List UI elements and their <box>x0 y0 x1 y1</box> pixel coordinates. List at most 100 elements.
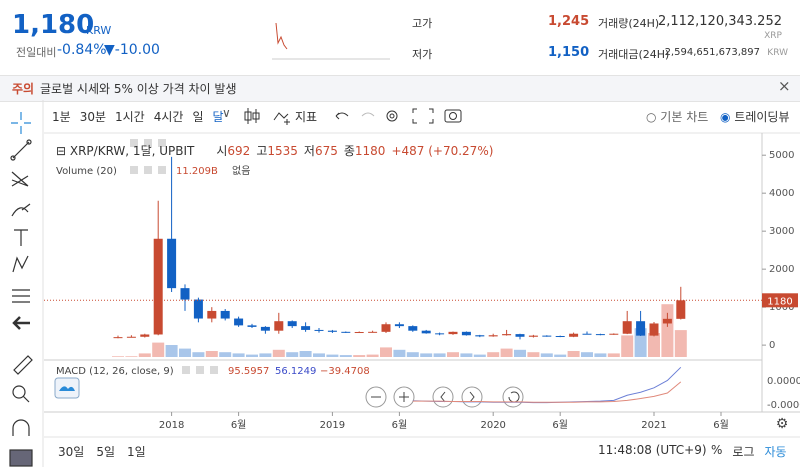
x-tick-label: 6월 <box>552 419 568 431</box>
volume-bar <box>393 349 406 357</box>
candle-body <box>113 337 123 339</box>
volume-bar <box>286 352 299 357</box>
range-button[interactable]: 5일 <box>96 445 115 459</box>
ohlc-value: 692 <box>227 144 250 158</box>
interval-button[interactable]: 1시간 <box>115 110 145 124</box>
candle-body <box>180 288 190 300</box>
interval-button[interactable]: 1분 <box>52 110 71 124</box>
scale-button[interactable]: % <box>711 443 723 457</box>
interval-button[interactable]: 일 <box>192 110 204 124</box>
candle-body <box>622 321 632 334</box>
range-button[interactable]: 1일 <box>127 445 146 459</box>
interval-group: 1분 30분 1시간 4시간 일 달 <box>52 108 224 125</box>
candle-body <box>502 334 512 336</box>
y-tick-label: 1000 <box>769 302 794 313</box>
price: 1,180 <box>12 10 95 40</box>
candle-body <box>528 335 538 337</box>
signal-line <box>412 381 682 403</box>
candle-body <box>207 310 217 319</box>
drawing-tools <box>9 100 44 467</box>
macd-title: MACD (12, 26, close, 9) <box>56 366 174 377</box>
y-tick-label: 3000 <box>769 226 794 237</box>
amount: 2,594,651,673,897 <box>664 47 760 58</box>
candle-body <box>649 323 659 336</box>
interval-dropdown[interactable]: ∨ <box>222 106 231 120</box>
volume-bar <box>380 347 392 357</box>
toolbar-icons <box>244 108 462 125</box>
y-tick-label: 4000 <box>769 188 794 199</box>
currency: KRW <box>86 24 112 37</box>
indicator-button[interactable]: 지표 <box>295 110 318 124</box>
ohlc-label: 종 <box>344 144 355 158</box>
volume-bar <box>192 352 205 357</box>
candle-body <box>287 321 297 327</box>
candle-body <box>448 331 458 335</box>
volume-bar <box>621 335 634 357</box>
volume-bar <box>165 345 178 357</box>
range-group: 30일 5일 1일 <box>58 443 146 460</box>
candle-body <box>475 335 485 337</box>
scale-button[interactable]: 자동 <box>764 445 787 459</box>
volume-bar <box>406 352 419 357</box>
macd-hist-value: −39.4708 <box>320 366 370 377</box>
candle-body <box>515 334 525 337</box>
view-trading-label: 트레이딩뷰 <box>734 110 790 124</box>
candle-body <box>381 324 391 332</box>
volume-bar <box>527 352 540 357</box>
volume-bar <box>433 353 446 357</box>
volume-bar <box>567 351 580 357</box>
volume-bar <box>125 356 138 357</box>
clock: 11:48:08 (UTC+9) <box>598 443 707 457</box>
ohlc-value: 675 <box>315 144 338 158</box>
macd-axis-label: 0.0000 <box>767 376 800 387</box>
candle-body <box>421 330 431 334</box>
range-button[interactable]: 30일 <box>58 445 85 459</box>
high-label: 고가 <box>412 17 433 30</box>
ohlc-label: 저 <box>304 144 315 158</box>
volume-bar <box>554 354 567 357</box>
volume-bar <box>353 355 366 357</box>
close-button[interactable]: × <box>778 77 791 95</box>
x-tick-label: 2019 <box>320 420 345 431</box>
volume-bar <box>179 348 191 357</box>
candle-body <box>582 333 592 335</box>
interval-button[interactable]: 30분 <box>79 110 106 124</box>
volume-bar <box>259 353 272 357</box>
change-label: 전일대비 <box>16 46 57 59</box>
volume-bar <box>246 354 258 357</box>
interval-button[interactable]: 4시간 <box>153 110 184 124</box>
candle-body <box>609 333 619 335</box>
volume-bar <box>540 353 553 357</box>
macd-axis-label: -0.0000 <box>767 400 800 411</box>
volume-none: 없음 <box>232 164 250 177</box>
legend-icon: ⊟ <box>56 144 70 158</box>
view-basic[interactable]: ○ 기본 차트 <box>646 110 709 124</box>
candle-body <box>662 318 672 324</box>
high: 1,245 <box>548 14 590 29</box>
volume-bar <box>500 348 513 357</box>
last-price-tag <box>762 293 798 308</box>
candle-body <box>234 318 244 326</box>
volume-bar <box>138 353 151 357</box>
candle-body <box>354 332 364 334</box>
legend: ⊟ XRP/KRW, 1달, UPBIT 시692 고1535 저675 종1180 +4… <box>56 144 493 158</box>
volume-bar <box>594 353 607 357</box>
volume-bar <box>152 342 165 357</box>
candle-body <box>260 326 270 331</box>
scale-button[interactable]: 로그 <box>732 445 755 459</box>
volume-bar <box>661 304 674 357</box>
candle-body <box>193 299 203 319</box>
candle-body <box>368 331 378 333</box>
volume-legend: Volume (20) <box>56 166 117 177</box>
view-trading[interactable]: ◉ 트레이딩뷰 <box>720 110 790 124</box>
volume-bar <box>514 349 526 357</box>
volume-bar <box>447 352 459 357</box>
interval-button[interactable]: 달 <box>212 110 224 124</box>
candle-body <box>595 334 605 336</box>
change-pct: -0.84% <box>57 42 107 58</box>
macd-value: 95.5957 <box>228 366 269 377</box>
sparkline <box>272 22 390 60</box>
candle-body <box>341 331 351 333</box>
candle-body <box>488 335 498 337</box>
